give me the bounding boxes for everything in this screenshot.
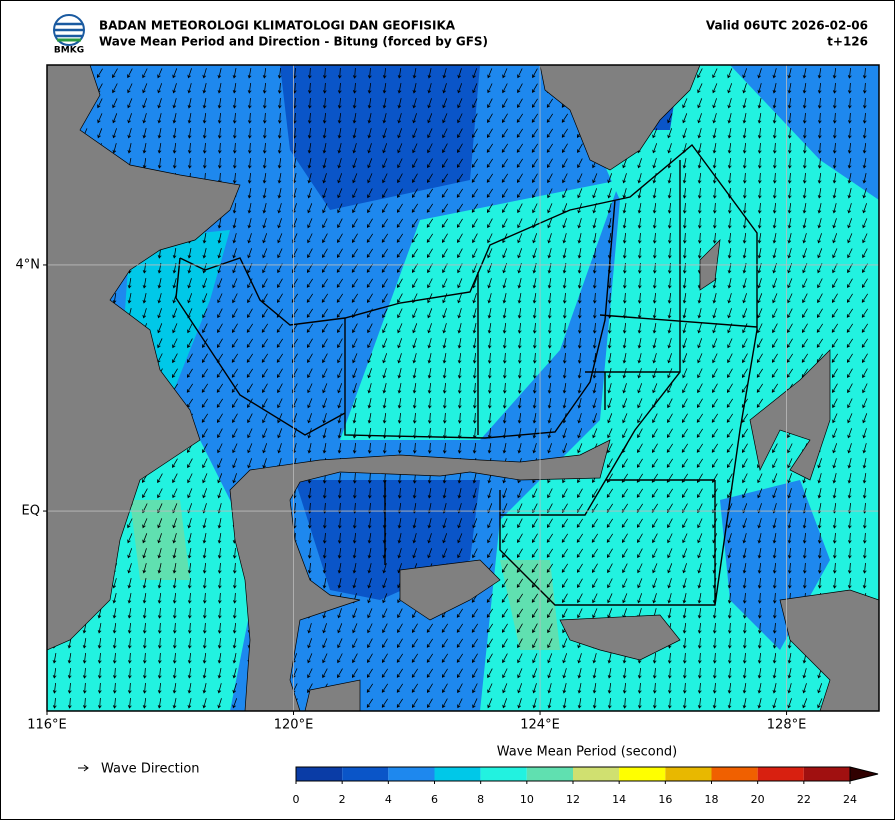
colorbar-segment (296, 767, 343, 781)
colorbar-segment (803, 767, 850, 781)
zones (175, 143, 758, 606)
y-tick-label: 4°N (16, 257, 41, 272)
logo-text: BMKG (54, 46, 84, 56)
land (47, 65, 879, 711)
colorbar-tick-label: 4 (385, 793, 392, 806)
colorbar-tick-label: 2 (339, 793, 346, 806)
colorbar-tick-label: 14 (612, 793, 626, 806)
lead-time: t+126 (827, 35, 868, 49)
colorbar-tick-label: 0 (293, 793, 300, 806)
colorbar-segment (526, 767, 573, 781)
colorbar-tick-label: 10 (520, 793, 534, 806)
x-tick-label: 116°E (27, 718, 67, 733)
colorbar-segment (757, 767, 804, 781)
product: Wave Mean Period and Direction - Bitung … (99, 35, 488, 49)
x-tick-label: 124°E (520, 718, 560, 733)
agency: BADAN METEOROLOGI KLIMATOLOGI DAN GEOFIS… (99, 19, 456, 33)
colorbar-tick-label: 24 (843, 793, 857, 806)
valid-time: Valid 06UTC 2026-02-06 (706, 19, 868, 33)
colorbar-segment (619, 767, 666, 781)
colorbar-segment (711, 767, 758, 781)
colorbar-title: Wave Mean Period (second) (497, 745, 678, 760)
map (47, 65, 879, 711)
direction-legend: Wave Direction (78, 762, 200, 777)
colorbar: 0 2 4 6 8 10 12 14 16 18 20 22 24 (293, 766, 879, 806)
colorbar-tick-label: 12 (566, 793, 580, 806)
colorbar-tick-label: 18 (705, 793, 719, 806)
colorbar-segment (342, 767, 389, 781)
colorbar-tick-label: 20 (751, 793, 765, 806)
colorbar-segment (388, 767, 435, 781)
logo: BMKG (53, 14, 85, 56)
grid (47, 65, 879, 711)
x-tick-label: 128°E (767, 718, 807, 733)
colorbar-segment (665, 767, 712, 781)
x-tick-label: 120°E (274, 718, 314, 733)
colorbar-tick-label: 6 (431, 793, 438, 806)
colorbar-segment (480, 767, 527, 781)
axes: 116°E 120°E 124°E 128°E EQ 4°N (16, 257, 807, 732)
legend-arrow (78, 764, 89, 772)
colorbar-tick-label: 22 (797, 793, 811, 806)
colorbar-tick-label: 8 (477, 793, 484, 806)
colorbar-segment (434, 767, 481, 781)
colorbar-segment (573, 767, 620, 781)
y-tick-label: EQ (22, 504, 40, 519)
colorbar-tick-label: 16 (658, 793, 672, 806)
legend-label: Wave Direction (101, 762, 200, 777)
map-frame (46, 64, 880, 712)
